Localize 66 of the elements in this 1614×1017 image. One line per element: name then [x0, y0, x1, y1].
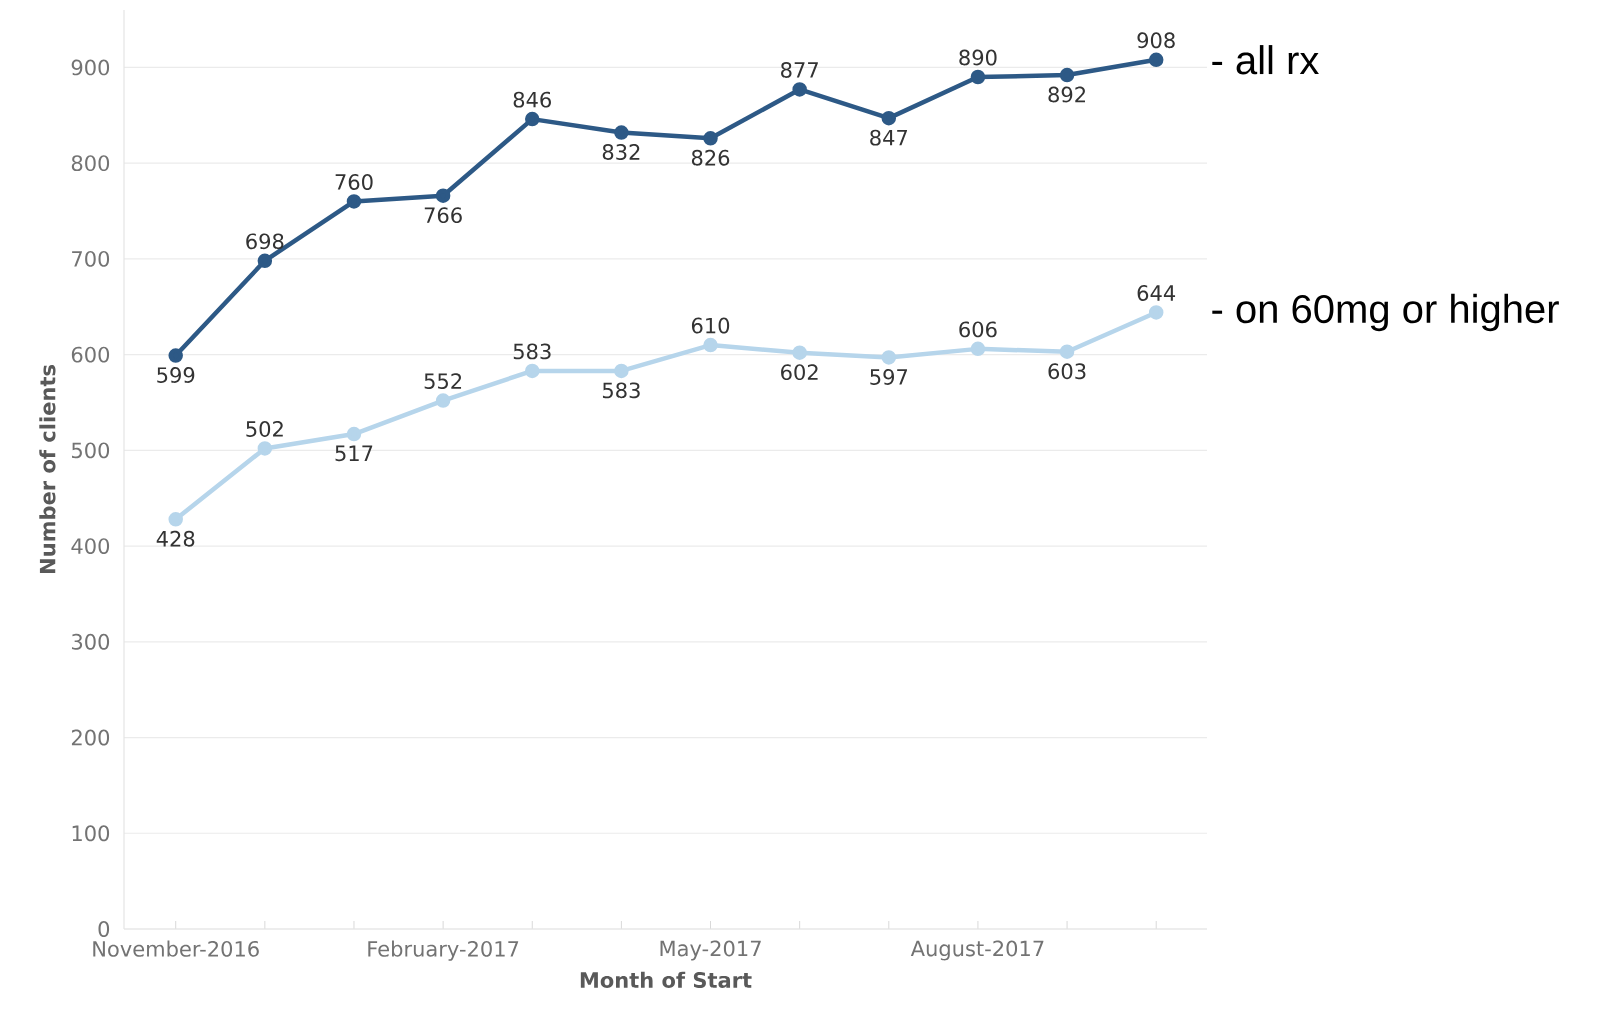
point: [257, 253, 273, 269]
y-tick-label: 100: [72, 825, 110, 842]
point: [168, 348, 183, 363]
point: [1059, 344, 1075, 359]
point: [435, 188, 451, 203]
point: [435, 393, 451, 408]
data-label: 428: [156, 530, 195, 547]
point: [525, 111, 540, 127]
data-label: 583: [513, 343, 551, 360]
data-label: 698: [246, 233, 284, 250]
series-label: - on 60mg or higher: [1212, 293, 1559, 332]
point: [970, 341, 986, 357]
data-label: 847: [870, 129, 908, 146]
point: [881, 350, 897, 365]
data-label: 610: [691, 317, 730, 334]
data-label: 603: [1048, 363, 1086, 380]
point: [703, 131, 718, 146]
y-tick-label: 0: [98, 921, 110, 937]
point: [1148, 305, 1164, 320]
x-tick-label: August-2017: [910, 940, 1044, 961]
y-tick-label: 800: [71, 155, 110, 172]
point: [346, 426, 362, 442]
data-label: 602: [781, 364, 818, 381]
data-label: 597: [870, 369, 908, 385]
point: [703, 337, 718, 353]
x-tick-label: May-2017: [660, 940, 761, 961]
data-label: 908: [1137, 32, 1175, 49]
data-label: 826: [691, 149, 730, 166]
point: [792, 82, 807, 97]
data-label: 877: [781, 62, 818, 78]
data-label: 890: [959, 49, 997, 66]
data-label: 502: [246, 421, 283, 437]
data-label: 846: [513, 91, 551, 108]
point: [1059, 67, 1075, 83]
point: [525, 363, 540, 379]
y-axis-title: Number of clients: [39, 365, 56, 573]
point: [1148, 52, 1164, 68]
point: [792, 345, 807, 360]
y-tick-label: 200: [71, 729, 110, 746]
data-label: 517: [335, 445, 373, 462]
point: [881, 110, 897, 126]
point: [346, 194, 362, 209]
y-tick-label: 400: [71, 538, 110, 555]
y-tick-label: 300: [71, 633, 110, 650]
series-label: - all rx: [1212, 45, 1319, 75]
data-label: 760: [335, 174, 373, 190]
data-label: 644: [1137, 285, 1176, 301]
data-label: 552: [424, 373, 462, 390]
x-tick-label: November-2016: [93, 940, 259, 957]
data-label: 892: [1048, 86, 1085, 103]
y-tick-label: 500: [72, 442, 110, 459]
data-label: 583: [602, 382, 640, 399]
y-tick-label: 700: [72, 250, 110, 267]
data-label: 832: [602, 144, 640, 160]
point: [614, 363, 629, 379]
point: [614, 125, 629, 140]
y-tick-label: 600: [71, 346, 110, 363]
y-tick-label: 900: [71, 59, 110, 76]
x-tick-label: February-2017: [368, 940, 519, 961]
x-axis-title: Month of Start: [580, 971, 752, 988]
data-label: 599: [157, 367, 195, 383]
point: [257, 441, 273, 456]
data-label: 606: [959, 321, 997, 338]
point: [970, 69, 986, 85]
point: [168, 512, 183, 527]
data-label: 766: [424, 207, 462, 224]
